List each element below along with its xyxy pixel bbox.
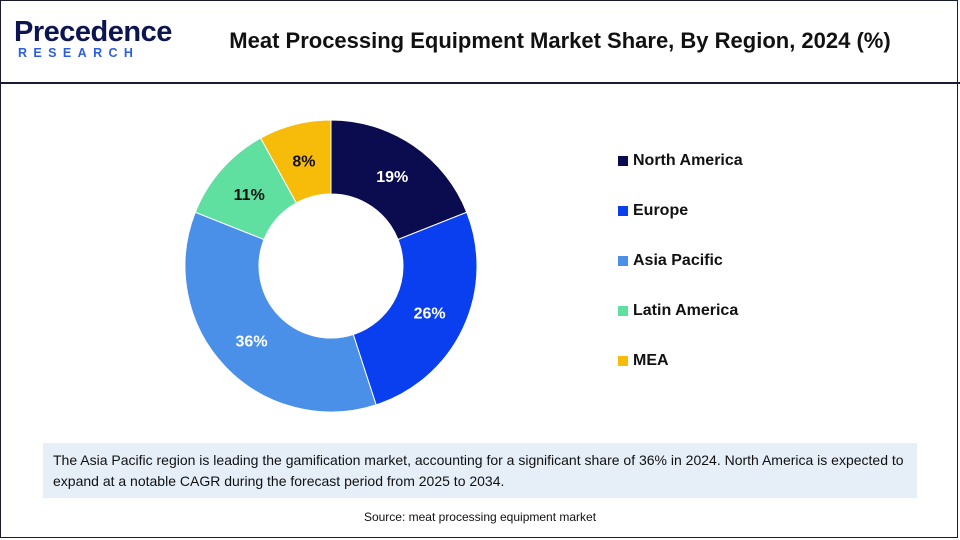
slice-label-latin-america: 11%	[234, 187, 265, 204]
slice-label-north-america: 19%	[376, 169, 408, 186]
slice-mea	[259, 119, 332, 204]
summary-note: The Asia Pacific region is leading the g…	[43, 443, 917, 498]
legend-swatch	[618, 156, 628, 166]
legend-swatch	[618, 356, 628, 366]
slice-europe	[352, 211, 478, 406]
legend-swatch	[618, 206, 628, 216]
logo-subtitle: RESEARCH	[18, 46, 140, 60]
slice-label-europe: 26%	[414, 305, 446, 322]
header: Precedence RESEARCH Meat Processing Equi…	[0, 0, 960, 84]
slice-north-america	[330, 119, 468, 241]
donut-chart: 19% 26% 36% 11% 8%	[184, 119, 478, 413]
source-text: Source: meat processing equipment market	[363, 510, 597, 524]
legend-swatch	[618, 256, 628, 266]
legend-label: Latin America	[633, 302, 739, 319]
legend-label: MEA	[633, 352, 669, 369]
slice-label-mea: 8%	[292, 153, 315, 170]
legend-label: North America	[633, 152, 743, 169]
precedence-research-logo: Precedence RESEARCH	[14, 16, 172, 66]
chart-title: Meat Processing Equipment Market Share, …	[229, 28, 891, 53]
logo-wordmark: Precedence	[14, 16, 172, 48]
slice-label-asia-pacific: 36%	[236, 334, 268, 351]
legend-label: Europe	[633, 202, 689, 219]
legend-label: Asia Pacific	[633, 252, 723, 269]
slice-asia-pacific	[184, 211, 377, 413]
legend-swatch	[618, 306, 628, 316]
